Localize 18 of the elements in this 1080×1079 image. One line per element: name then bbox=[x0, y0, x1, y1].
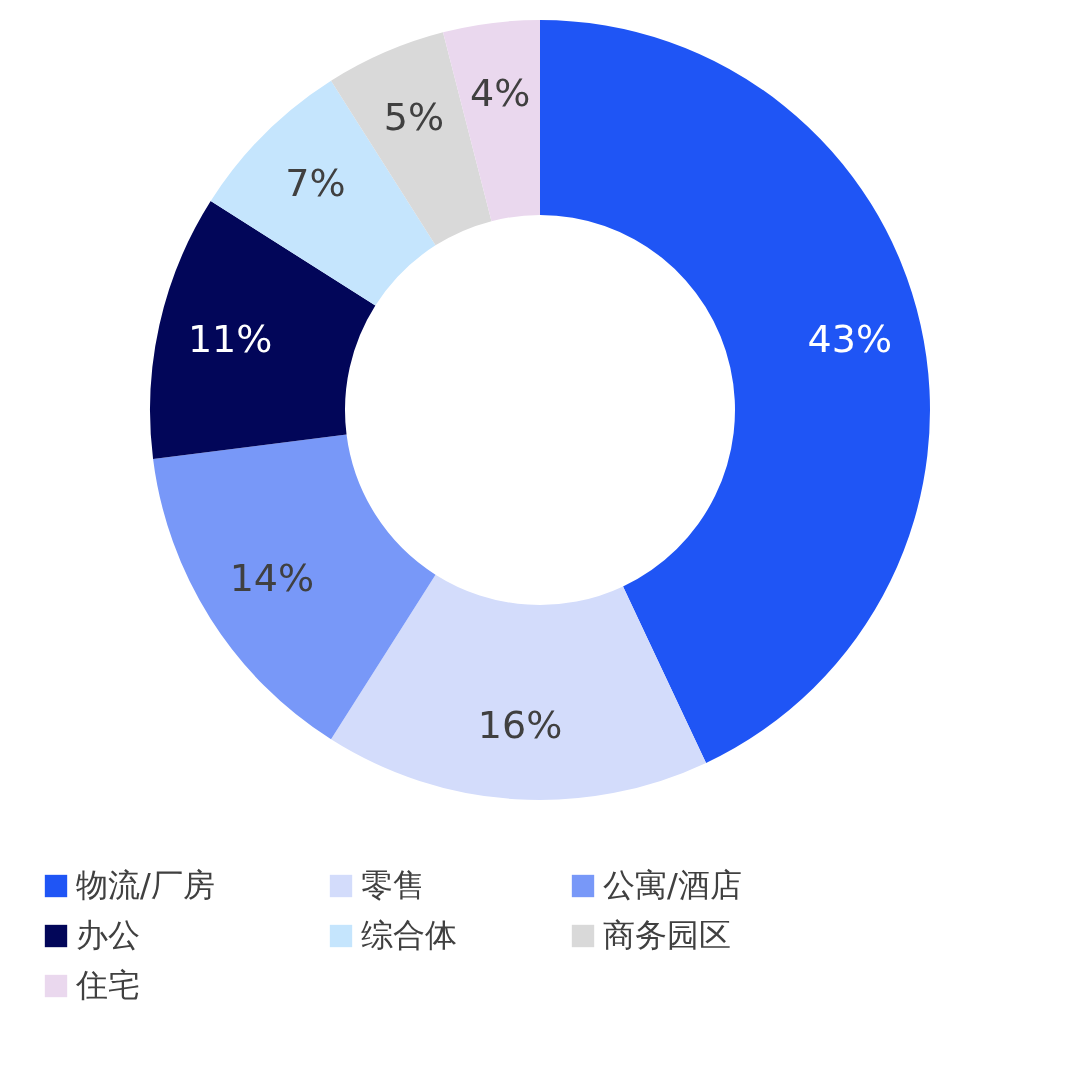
donut-slice bbox=[150, 201, 376, 459]
data-label: 4% bbox=[470, 71, 531, 115]
donut-slice bbox=[443, 20, 540, 222]
data-label: 14% bbox=[229, 556, 315, 601]
data-label: 5% bbox=[383, 94, 445, 139]
legend-label: 办公 bbox=[76, 916, 140, 954]
legend-label: 公寓/酒店 bbox=[603, 866, 742, 904]
legend-label: 综合体 bbox=[361, 916, 457, 954]
data-label: 16% bbox=[477, 702, 563, 747]
legend-label: 住宅 bbox=[75, 966, 140, 1004]
legend-label: 商务园区 bbox=[603, 916, 731, 954]
legend-label: 物流/厂房 bbox=[76, 866, 215, 904]
data-label: 11% bbox=[187, 316, 273, 361]
donut-slice bbox=[331, 574, 707, 800]
donut-slice bbox=[153, 434, 436, 740]
legend-label: 零售 bbox=[361, 866, 425, 904]
data-label: 7% bbox=[285, 161, 346, 206]
data-label: 43% bbox=[807, 316, 893, 361]
